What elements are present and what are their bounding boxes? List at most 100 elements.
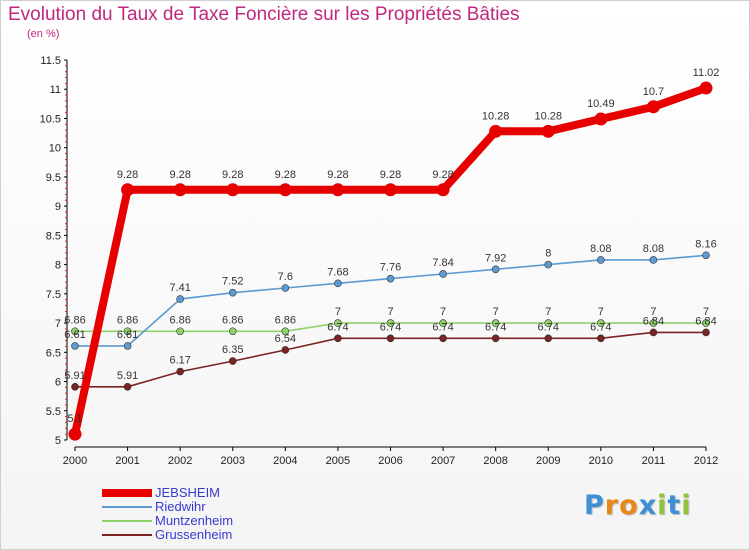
brand-letter: r [604, 490, 620, 521]
data-point [594, 112, 608, 126]
data-label: 6.86 [275, 314, 296, 326]
brand-letter: P [584, 490, 605, 521]
legend-label: Muntzenheim [155, 513, 234, 528]
data-point [123, 327, 132, 336]
data-point [699, 81, 713, 95]
brand-letter: i [657, 490, 668, 521]
data-point [228, 288, 237, 297]
x-tick-label: 2009 [536, 455, 560, 467]
data-label: 9.28 [275, 169, 296, 181]
data-label: 10.7 [643, 86, 664, 98]
y-tick-label: 9 [55, 201, 61, 213]
data-point [281, 327, 290, 336]
data-label: 6.74 [538, 321, 559, 333]
data-label: 6.17 [169, 355, 190, 367]
data-label: 9.28 [432, 169, 453, 181]
x-tick-label: 2003 [221, 455, 245, 467]
data-point [544, 260, 553, 269]
data-point [71, 382, 79, 391]
data-point [334, 334, 342, 343]
data-label: 6.86 [64, 314, 85, 326]
data-point [123, 382, 132, 391]
data-label: 5.1 [67, 413, 82, 425]
data-point [228, 357, 237, 365]
data-label: 7.68 [327, 266, 348, 278]
data-point [176, 327, 184, 336]
legend-swatch [102, 489, 152, 497]
data-label: 6.74 [485, 321, 506, 333]
data-label: 7.6 [278, 271, 293, 283]
y-tick-label: 8 [55, 260, 61, 272]
data-label: 6.61 [117, 329, 138, 341]
legend-label: Riedwihr [155, 499, 206, 514]
y-tick-label: 6.5 [46, 347, 61, 359]
x-tick-label: 2002 [168, 455, 192, 467]
data-label: 6.74 [590, 321, 611, 333]
data-point [123, 342, 132, 350]
data-point [384, 183, 397, 197]
data-point [71, 342, 79, 350]
brand-letter: x [638, 490, 658, 521]
y-tick-label: 11 [50, 84, 61, 96]
data-point [702, 328, 710, 337]
data-point [649, 328, 658, 337]
data-label: 5.91 [117, 370, 138, 382]
y-tick-label: 10 [49, 143, 61, 155]
data-label: 7.41 [169, 282, 190, 294]
data-label: 6.74 [432, 321, 453, 333]
y-tick-label: 7 [55, 318, 61, 330]
data-point [173, 183, 187, 197]
data-label: 7 [598, 306, 604, 318]
data-label: 9.28 [117, 169, 138, 181]
x-tick-label: 2008 [483, 455, 507, 467]
y-tick-label: 7.5 [46, 289, 61, 301]
legend-swatch [102, 534, 152, 536]
data-point [436, 183, 450, 197]
data-point [649, 319, 658, 327]
data-point [71, 327, 79, 336]
y-tick-label: 11.5 [40, 55, 61, 67]
x-tick-label: 2000 [63, 455, 87, 467]
data-label: 9.28 [327, 169, 348, 181]
data-label: 7 [650, 306, 656, 318]
x-tick-label: 2006 [378, 455, 402, 467]
brand-letter: t [667, 490, 682, 521]
data-label: 8.08 [590, 243, 611, 255]
data-label: 7.84 [432, 257, 453, 269]
data-point [334, 319, 342, 327]
data-label: 8.08 [643, 243, 664, 255]
y-tick-label: 9.5 [46, 172, 61, 184]
data-label: 9.28 [380, 169, 401, 181]
data-point [121, 183, 135, 197]
data-label: 6.74 [327, 321, 348, 333]
data-point [334, 279, 342, 288]
brand-letter: o [619, 490, 639, 521]
data-label: 6.84 [695, 315, 716, 327]
legend-swatch [102, 520, 152, 522]
y-tick-label: 10.5 [40, 113, 61, 125]
x-tick-label: 2007 [431, 455, 455, 467]
data-point [176, 295, 184, 303]
data-point [597, 334, 605, 343]
data-label: 7 [545, 306, 551, 318]
data-point [702, 319, 710, 327]
data-point [278, 183, 292, 197]
data-point [226, 183, 240, 197]
data-point [386, 319, 395, 327]
data-label: 7.92 [485, 252, 506, 264]
data-point [491, 334, 500, 343]
data-point [541, 124, 555, 138]
data-point [228, 327, 237, 336]
brand-logo: Proxiti [584, 490, 692, 521]
data-point [597, 319, 605, 327]
data-label: 9.28 [222, 169, 243, 181]
data-label: 6.54 [275, 333, 296, 345]
data-label: 9.28 [169, 169, 190, 181]
data-point [439, 334, 447, 343]
data-point [702, 251, 710, 260]
data-point [386, 334, 395, 343]
data-point [281, 284, 290, 292]
data-label: 8 [545, 248, 551, 260]
